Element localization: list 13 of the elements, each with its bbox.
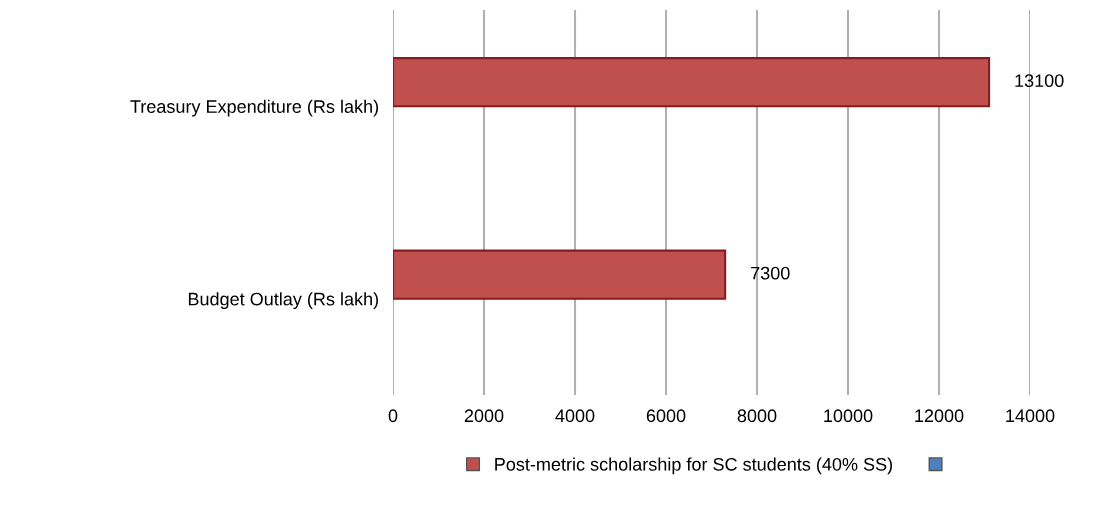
- x-tick-label: 4000: [555, 409, 595, 423]
- data-label: 13100: [1015, 74, 1064, 88]
- x-tick-label: 8000: [737, 409, 777, 423]
- data-label: 7300: [751, 266, 790, 280]
- x-tick-label: 12000: [915, 409, 964, 423]
- x-tick-label: 0: [388, 409, 398, 423]
- y-tick-label: Treasury Expenditure (Rs lakh): [130, 99, 379, 117]
- y-tick-label: Budget Outlay (Rs lakh): [188, 292, 378, 310]
- legend-label: Post-metric scholarship for SC students (40% SS): [495, 457, 893, 475]
- x-tick-label: 2000: [464, 409, 504, 423]
- x-tick-label: 6000: [646, 409, 686, 423]
- x-tick-label: 14000: [1006, 409, 1055, 423]
- x-tick-label: 10000: [824, 409, 873, 423]
